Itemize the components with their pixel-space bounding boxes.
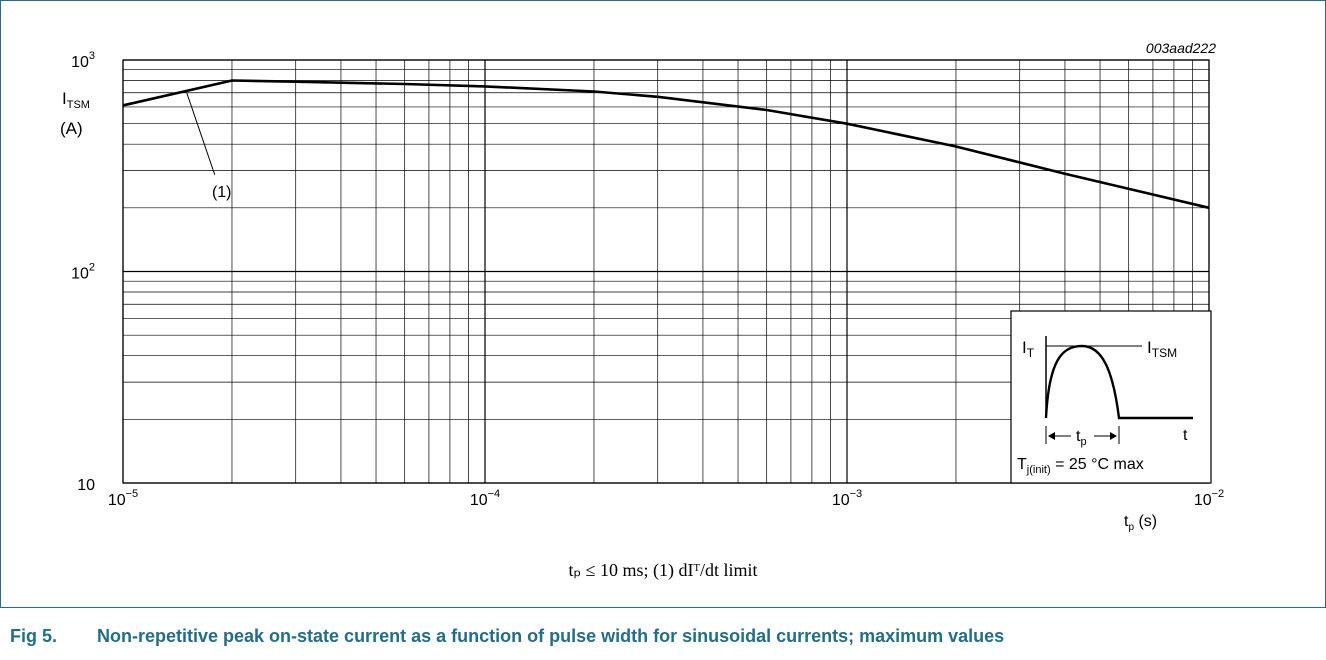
y-axis-unit: (A) [60,119,83,138]
frame-bottom [0,607,1326,608]
y-axis-label: ITSM [62,89,90,111]
y-tick-label: 103 [71,50,95,71]
figure-id: 003aad222 [1146,40,1216,56]
x-tick-label: 10−4 [470,488,500,509]
inset-waveform: IT ITSM t tp Tj(init) = 25 °C max [1011,311,1211,483]
x-tick-label: 10−3 [832,488,862,509]
x-axis-label: tp (s) [1124,513,1157,533]
inset-t-label: t [1183,427,1188,444]
x-tick-label: 10−5 [108,488,138,509]
chart: 10−5 10−4 10−3 10−2 103 102 10 (1) 003aad222 I… [0,0,1326,555]
figure-caption: Fig 5. Non-repetitive peak on-state curre… [10,626,1004,647]
annotation-label: (1) [212,184,232,201]
x-tick-label: 10−2 [1194,488,1224,509]
y-tick-label: 102 [71,262,95,283]
caption-text: Non-repetitive peak on-state current as … [97,626,1004,646]
y-tick-label: 10 [77,477,95,494]
annotation-leader-line [187,93,215,175]
caption-label: Fig 5. [10,626,97,647]
footnote: tₚ ≤ 10 ms; (1) dIᵀ/dt limit [0,560,1326,581]
